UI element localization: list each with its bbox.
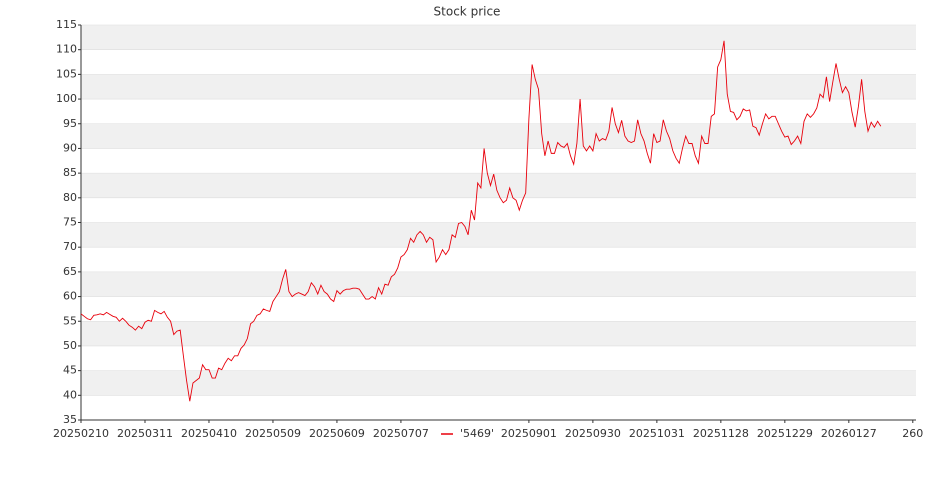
y-tick-label: 110 [56,43,77,56]
x-tick-label: 20250311 [117,427,173,440]
grid-band [81,370,916,396]
line-series [80,40,882,402]
y-tick-label: 65 [63,265,77,278]
y-tick-label: 40 [63,388,77,401]
y-tick-label: 45 [63,364,77,377]
y-tick-label: 35 [63,413,77,426]
x-tick-label: 260 [902,427,923,440]
y-tick-label: 90 [63,141,77,154]
x-tick-label: 20250509 [245,427,301,440]
grid-band [81,74,916,100]
legend-label: '5469' [460,427,494,440]
grid-band [81,271,916,297]
chart-title: Stock price [434,5,501,19]
x-tick-label: 20251128 [693,427,749,440]
y-tick-label: 60 [63,290,77,303]
x-tick-label: 20260127 [821,427,877,440]
y-tick-label: 50 [63,339,77,352]
y-tick-label: 80 [63,191,77,204]
x-tick-label: 20250210 [53,427,109,440]
y-tick-label: 85 [63,166,77,179]
x-tick-label: 20250609 [309,427,365,440]
y-tick-label: 115 [56,18,77,31]
x-tick-label: 20251229 [757,427,813,440]
y-tick-label: 105 [56,67,77,80]
x-tick-label: 20251031 [629,427,685,440]
y-tick-label: 100 [56,92,77,105]
grid-band [81,222,916,248]
y-tick-label: 75 [63,216,77,229]
grid-band [81,25,916,50]
y-tick-label: 95 [63,117,77,130]
y-tick-label: 70 [63,240,77,253]
x-tick-label: 20250901 [501,427,557,440]
grid-band [81,123,916,149]
x-tick-label: 20250930 [565,427,621,440]
y-tick-label: 55 [63,314,77,327]
grid-band [81,321,916,346]
x-tick-label: 20250410 [181,427,237,440]
x-tick-label: 20250707 [373,427,429,440]
